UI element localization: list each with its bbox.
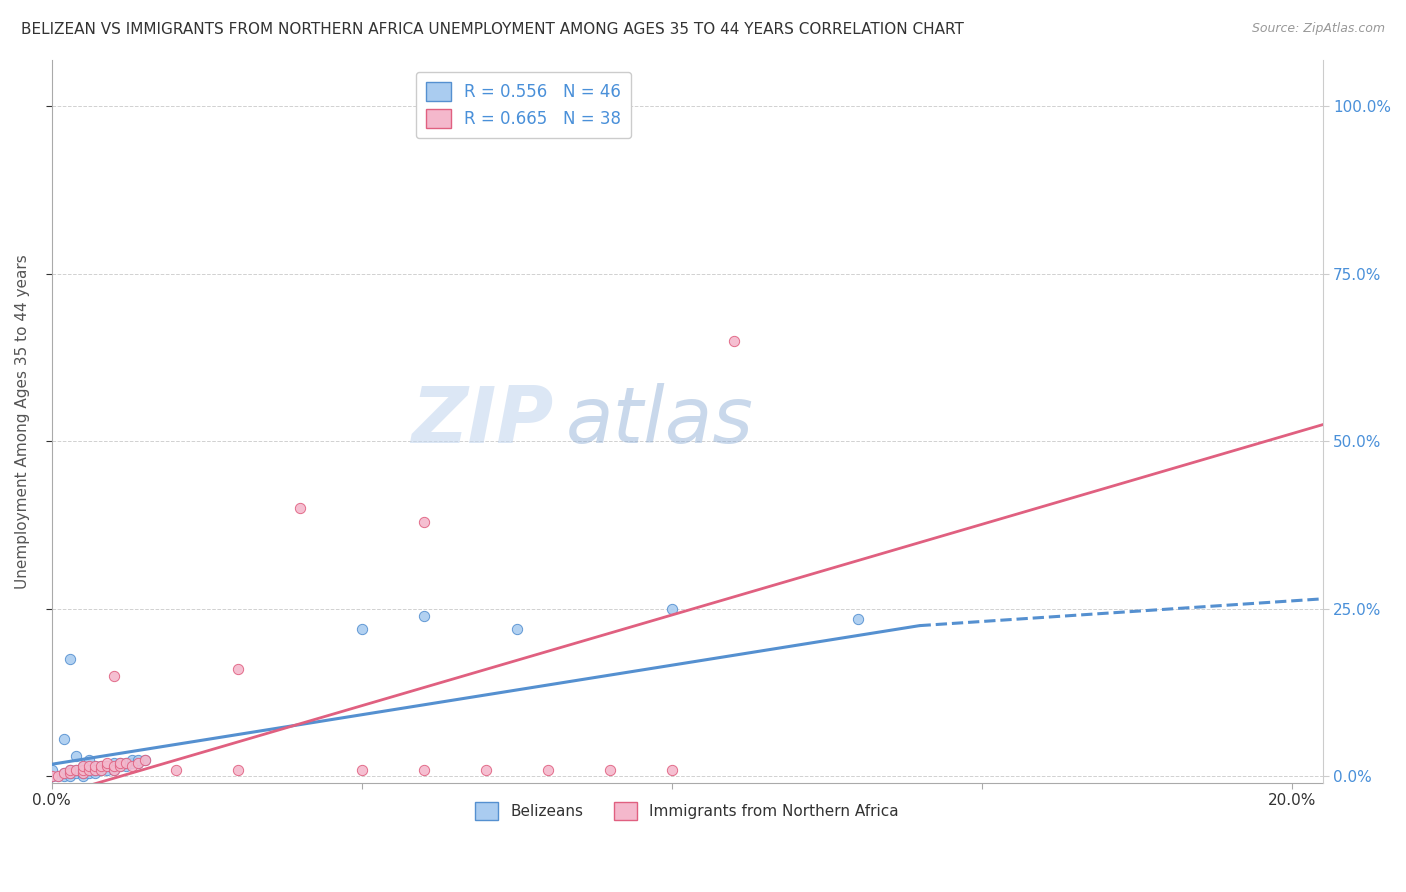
Point xyxy=(77,763,100,777)
Point xyxy=(108,756,131,770)
Point xyxy=(103,763,125,777)
Point xyxy=(77,763,100,777)
Point xyxy=(77,759,100,773)
Point xyxy=(59,766,82,780)
Point xyxy=(52,766,75,780)
Point xyxy=(90,763,112,777)
Point xyxy=(846,612,869,626)
Point xyxy=(115,756,138,770)
Point xyxy=(350,622,373,636)
Text: atlas: atlas xyxy=(567,384,754,459)
Point xyxy=(115,756,138,770)
Point xyxy=(723,334,745,348)
Point xyxy=(412,608,434,623)
Point xyxy=(350,763,373,777)
Point xyxy=(59,769,82,783)
Point xyxy=(115,759,138,773)
Point xyxy=(412,763,434,777)
Point xyxy=(77,766,100,780)
Point xyxy=(103,759,125,773)
Point xyxy=(412,515,434,529)
Point xyxy=(103,669,125,683)
Point xyxy=(59,652,82,666)
Point xyxy=(84,766,107,780)
Point xyxy=(96,763,118,777)
Point xyxy=(41,769,63,783)
Y-axis label: Unemployment Among Ages 35 to 44 years: Unemployment Among Ages 35 to 44 years xyxy=(15,254,30,589)
Point xyxy=(52,769,75,783)
Point xyxy=(65,763,87,777)
Point xyxy=(103,763,125,777)
Point xyxy=(127,753,149,767)
Point xyxy=(77,759,100,773)
Point xyxy=(65,763,87,777)
Point xyxy=(59,766,82,780)
Point xyxy=(121,753,143,767)
Point xyxy=(72,759,94,773)
Point xyxy=(72,766,94,780)
Legend: Belizeans, Immigrants from Northern Africa: Belizeans, Immigrants from Northern Afri… xyxy=(470,797,905,826)
Point xyxy=(84,763,107,777)
Point xyxy=(226,763,249,777)
Point xyxy=(84,759,107,773)
Point xyxy=(84,759,107,773)
Point xyxy=(96,759,118,773)
Point xyxy=(72,766,94,780)
Point xyxy=(661,602,683,616)
Point xyxy=(108,756,131,770)
Point xyxy=(505,622,527,636)
Point xyxy=(288,501,311,516)
Point xyxy=(121,756,143,770)
Point xyxy=(72,763,94,777)
Point xyxy=(127,756,149,770)
Point xyxy=(52,766,75,780)
Point xyxy=(103,759,125,773)
Point xyxy=(41,763,63,777)
Point xyxy=(226,662,249,676)
Point xyxy=(661,763,683,777)
Point xyxy=(90,763,112,777)
Text: Source: ZipAtlas.com: Source: ZipAtlas.com xyxy=(1251,22,1385,36)
Point xyxy=(84,763,107,777)
Point xyxy=(77,753,100,767)
Point xyxy=(46,769,69,783)
Point xyxy=(90,759,112,773)
Point xyxy=(72,769,94,783)
Point xyxy=(108,759,131,773)
Point xyxy=(599,763,621,777)
Point xyxy=(72,759,94,773)
Point xyxy=(108,759,131,773)
Text: ZIP: ZIP xyxy=(412,384,554,459)
Point xyxy=(536,763,558,777)
Point xyxy=(134,753,156,767)
Point xyxy=(96,759,118,773)
Text: BELIZEAN VS IMMIGRANTS FROM NORTHERN AFRICA UNEMPLOYMENT AMONG AGES 35 TO 44 YEA: BELIZEAN VS IMMIGRANTS FROM NORTHERN AFR… xyxy=(21,22,965,37)
Point xyxy=(41,769,63,783)
Point xyxy=(59,763,82,777)
Point xyxy=(65,766,87,780)
Point xyxy=(90,759,112,773)
Point xyxy=(127,756,149,770)
Point xyxy=(41,769,63,783)
Point xyxy=(59,763,82,777)
Point xyxy=(165,763,187,777)
Point xyxy=(96,756,118,770)
Point xyxy=(121,759,143,773)
Point xyxy=(46,769,69,783)
Point xyxy=(52,732,75,747)
Point xyxy=(65,749,87,764)
Point xyxy=(72,763,94,777)
Point xyxy=(134,753,156,767)
Point xyxy=(474,763,496,777)
Point xyxy=(103,756,125,770)
